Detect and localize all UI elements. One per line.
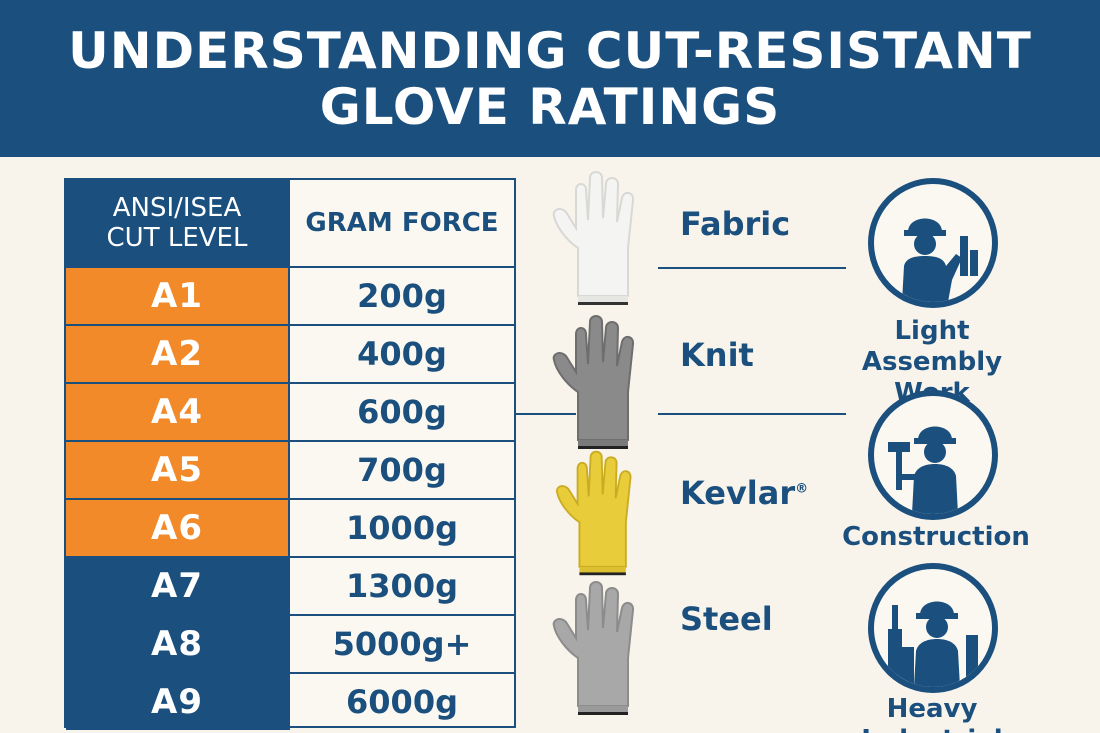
cut-level-cell: A5 xyxy=(66,442,288,498)
table-row: A2 400g xyxy=(66,324,514,382)
gram-force-cell: 6000g xyxy=(288,674,514,730)
gram-force-cell: 400g xyxy=(288,326,514,382)
title-banner: UNDERSTANDING CUT-RESISTANT GLOVE RATING… xyxy=(0,0,1100,157)
table-body: A1 200g A2 400g A4 600g A5 700g A6 1000g… xyxy=(66,266,514,730)
title-line-2: GLOVE RATINGS xyxy=(319,77,781,136)
usage-light-assembly-line-1: Light Assembly xyxy=(861,316,1003,377)
header-gram-force: GRAM FORCE xyxy=(288,180,514,266)
table-row: A7 1300g xyxy=(66,556,514,614)
material-kevlar-label: Kevlar xyxy=(680,474,796,512)
white-glove-icon xyxy=(552,171,635,305)
cut-level-cell: A2 xyxy=(66,326,288,382)
table-row: A9 6000g xyxy=(66,672,514,730)
material-fabric: Fabric xyxy=(680,205,791,243)
gram-force-cell: 1000g xyxy=(288,500,514,556)
gram-force-cell: 1300g xyxy=(288,558,514,614)
construction-worker-icon xyxy=(868,390,998,520)
table-row: A6 1000g xyxy=(66,498,514,556)
industrial-worker-icon xyxy=(868,563,998,693)
cut-level-cell: A7 xyxy=(66,558,288,614)
gray-knit-glove-icon xyxy=(552,315,635,449)
gram-force-cell: 200g xyxy=(288,268,514,324)
yellow-kevlar-glove-icon xyxy=(555,450,632,576)
cut-level-cell: A4 xyxy=(66,384,288,440)
title-line-1: UNDERSTANDING CUT-RESISTANT xyxy=(68,21,1032,80)
header-cut-level: ANSI/ISEA CUT LEVEL xyxy=(66,180,288,266)
cut-level-cell: A1 xyxy=(66,268,288,324)
cut-level-cell: A8 xyxy=(66,616,288,672)
table-row: A8 5000g+ xyxy=(66,614,514,672)
gram-force-cell: 700g xyxy=(288,442,514,498)
usage-construction: Construction xyxy=(842,522,1030,552)
header-cut-level-line-2: CUT LEVEL xyxy=(106,223,248,253)
connector-line xyxy=(516,413,576,415)
steel-glove-icon xyxy=(552,581,635,715)
table-row: A1 200g xyxy=(66,266,514,324)
cut-level-cell: A6 xyxy=(66,500,288,556)
gram-force-cell: 5000g+ xyxy=(288,616,514,672)
header-cut-level-line-1: ANSI/ISEA xyxy=(112,193,242,223)
assembly-worker-icon xyxy=(868,178,998,308)
connector-line xyxy=(658,413,846,415)
material-knit: Knit xyxy=(680,336,754,374)
table-row: A4 600g xyxy=(66,382,514,440)
cut-level-table: ANSI/ISEA CUT LEVEL GRAM FORCE A1 200g A… xyxy=(64,178,516,730)
usage-heavy-industrial: Heavy Industrial xyxy=(861,694,1002,733)
table-row: A5 700g xyxy=(66,440,514,498)
material-steel: Steel xyxy=(680,600,773,638)
connector-line xyxy=(658,267,846,269)
registered-mark: ® xyxy=(795,481,809,497)
gram-force-cell: 600g xyxy=(288,384,514,440)
material-kevlar: Kevlar® xyxy=(680,474,808,512)
cut-level-cell: A9 xyxy=(66,674,288,730)
table-header: ANSI/ISEA CUT LEVEL GRAM FORCE xyxy=(66,180,514,266)
